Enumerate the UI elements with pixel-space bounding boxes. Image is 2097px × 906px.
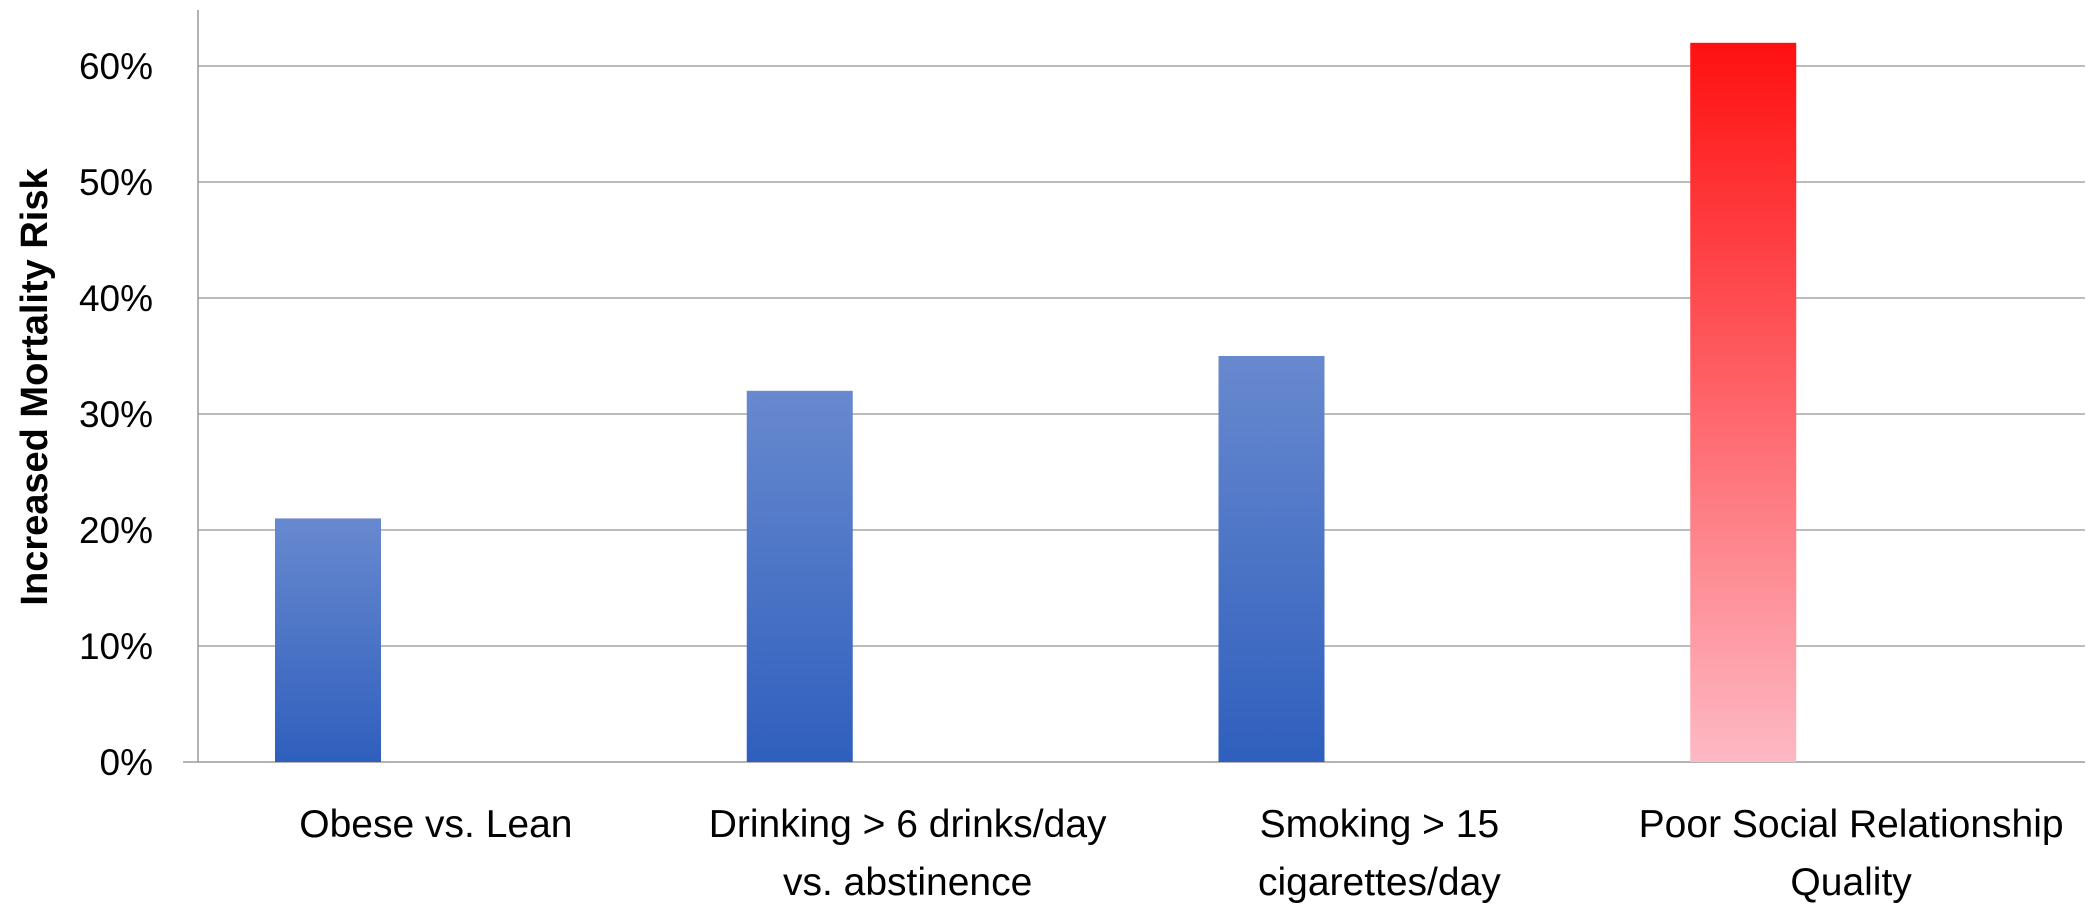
gridlines [198,65,2085,647]
category-label: Drinking > 6 drinks/day vs. abstinence [709,803,1107,904]
category-label-line: Poor Social Relationship [1639,803,2064,846]
category-labels: Obese vs. Lean Drinking > 6 drinks/day vs.… [299,803,2063,904]
bar [1690,42,1797,763]
category-label-line: Quality [1790,861,1912,904]
category-label-line: Obese vs. Lean [299,803,572,846]
category-label-line: Smoking > 15 [1260,803,1500,846]
y-tick-label: 40% [79,278,153,319]
bar [275,518,381,762]
y-tick-label: 10% [79,626,153,667]
category-label-line: cigarettes/day [1258,861,1501,904]
axes [183,10,2085,763]
category-label: Poor Social Relationship Quality [1639,803,2064,904]
y-tick-label: 20% [79,510,153,551]
bars [275,42,1797,763]
y-axis-title: Increased Mortality Risk [14,168,56,606]
y-tick-label: 50% [79,162,153,203]
category-label: Smoking > 15 cigarettes/day [1258,803,1501,904]
y-tick-label: 0% [100,742,153,783]
y-tick-label: 60% [79,46,153,87]
bar [746,390,853,762]
y-tick-label: 30% [79,394,153,435]
bar [1218,356,1325,762]
y-tick-labels: 0% 10% 20% 30% 40% 50% 60% [79,46,153,783]
category-label-line: vs. abstinence [783,861,1032,904]
category-label: Obese vs. Lean [299,803,572,846]
category-label-line: Drinking > 6 drinks/day [709,803,1107,846]
